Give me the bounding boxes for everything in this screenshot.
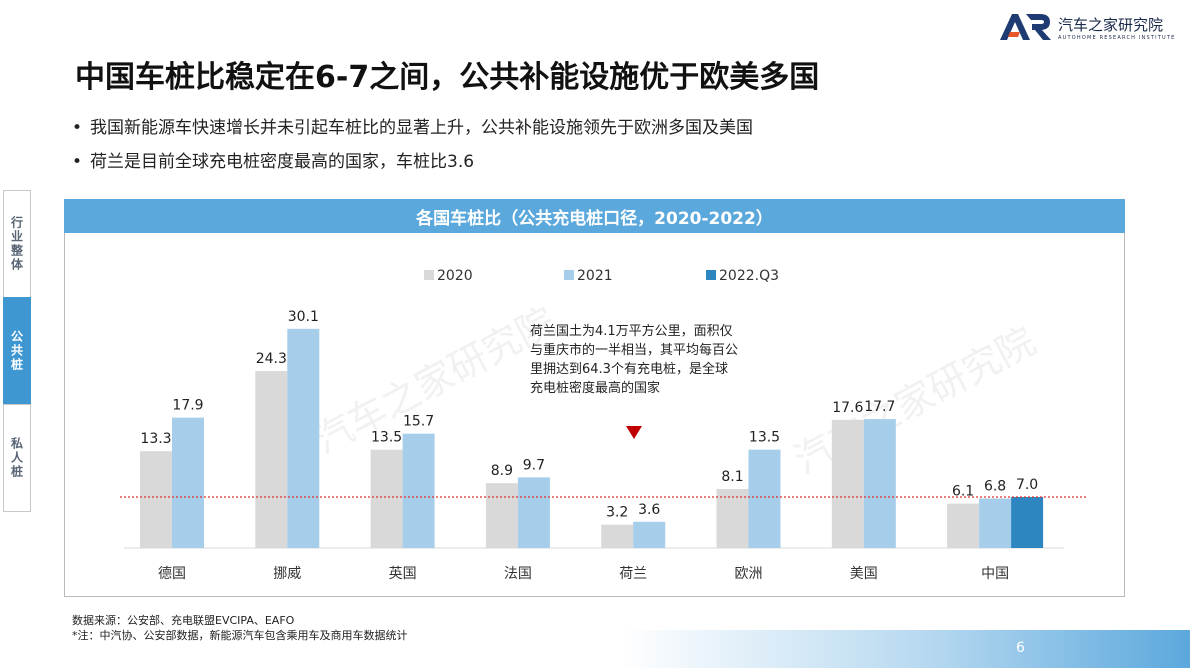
bar-2020-法国 bbox=[485, 483, 518, 548]
bar-2021-挪威 bbox=[287, 328, 320, 548]
side-tab-label: 公共桩 bbox=[9, 330, 24, 372]
x-tick-label: 荷兰 bbox=[619, 566, 647, 582]
chart-title: 各国车桩比（公共充电桩口径，2020-2022） bbox=[64, 199, 1125, 233]
x-tick-label: 中国 bbox=[981, 566, 1009, 582]
side-tab-label: 私人桩 bbox=[9, 437, 24, 479]
data-label: 6.1 bbox=[952, 484, 974, 500]
bar-2021-英国 bbox=[402, 433, 435, 548]
side-tab-label: 行业整体 bbox=[9, 216, 24, 272]
page-number: 6 bbox=[1016, 640, 1025, 656]
page-title: 中国车桩比稳定在6-7之间，公共补能设施优于欧美多国 bbox=[75, 60, 820, 95]
data-label: 9.7 bbox=[523, 457, 545, 473]
bullet-item: • 我国新能源车快速增长并未引起车桩比的显著上升，公共补能设施领先于欧洲多国及美国 bbox=[72, 114, 753, 148]
legend-label: 2022.Q3 bbox=[719, 268, 779, 284]
bar-2020-中国 bbox=[947, 503, 980, 548]
legend-label: 2020 bbox=[437, 268, 473, 284]
legend-swatch bbox=[706, 270, 716, 280]
data-label: 13.3 bbox=[140, 431, 171, 447]
annotation-marker-icon bbox=[626, 426, 642, 439]
data-label: 13.5 bbox=[749, 430, 780, 446]
bullet-dot: • bbox=[72, 152, 83, 172]
bar-2021-法国 bbox=[517, 477, 550, 548]
logo: 汽车之家研究院 AUTOHOME RESEARCH INSTITUTE bbox=[998, 12, 1178, 46]
x-tick-label: 法国 bbox=[504, 566, 532, 582]
bullet-item: • 荷兰是目前全球充电桩密度最高的国家，车桩比3.6 bbox=[72, 148, 753, 182]
page-bar bbox=[620, 630, 1190, 668]
logo-text-cn: 汽车之家研究院 bbox=[1058, 16, 1164, 34]
bar-2021-德国 bbox=[172, 417, 204, 548]
bullet-text: 我国新能源车快速增长并未引起车桩比的显著上升，公共补能设施领先于欧洲多国及美国 bbox=[90, 118, 753, 138]
bar-2020-美国 bbox=[831, 419, 864, 548]
data-label: 17.6 bbox=[832, 400, 863, 416]
bar-2021-欧洲 bbox=[748, 449, 781, 548]
bar-2020-欧洲 bbox=[716, 489, 749, 548]
data-label: 8.9 bbox=[491, 463, 513, 479]
legend-swatch bbox=[424, 270, 434, 280]
side-tab-industry[interactable]: 行业整体 bbox=[3, 190, 31, 297]
bar-2021-美国 bbox=[863, 419, 896, 548]
data-label: 30.1 bbox=[288, 309, 319, 325]
bullet-dot: • bbox=[72, 118, 83, 138]
footer: 数据来源：公安部、充电联盟EVCIPA、EAFO *注：中汽协、公安部数据，新能… bbox=[72, 613, 408, 643]
netherlands-annotation: 荷兰国土为4.1万平方公里，面积仅与重庆市的一半相当，其平均每百公里拥达到64.… bbox=[530, 324, 739, 396]
x-tick-label: 英国 bbox=[389, 565, 417, 582]
logo-text-en: AUTOHOME RESEARCH INSTITUTE bbox=[1058, 35, 1176, 41]
bullet-list: • 我国新能源车快速增长并未引起车桩比的显著上升，公共补能设施领先于欧洲多国及美国… bbox=[72, 114, 753, 182]
side-tab-private-pile[interactable]: 私人桩 bbox=[3, 404, 31, 512]
data-label: 3.6 bbox=[638, 502, 660, 518]
data-label: 15.7 bbox=[403, 414, 434, 430]
data-label: 17.9 bbox=[172, 398, 203, 414]
data-label: 24.3 bbox=[256, 351, 287, 367]
x-tick-label: 欧洲 bbox=[735, 566, 763, 582]
x-tick-label: 美国 bbox=[850, 566, 878, 582]
data-label: 3.2 bbox=[606, 505, 628, 521]
x-tick-label: 德国 bbox=[158, 566, 186, 582]
chart-frame bbox=[64, 233, 1125, 597]
legend-swatch bbox=[564, 270, 574, 280]
data-label: 13.5 bbox=[371, 430, 402, 446]
bar-2021-中国 bbox=[979, 498, 1012, 548]
autohome-logo-mark bbox=[1000, 14, 1051, 40]
bar-2020-荷兰 bbox=[601, 524, 634, 548]
data-label: 17.7 bbox=[864, 399, 895, 415]
footnote: *注：中汽协、公安部数据，新能源汽车包含乘用车及商用车数据统计 bbox=[72, 629, 408, 642]
data-label: 6.8 bbox=[984, 478, 1006, 494]
data-label: 7.0 bbox=[1016, 477, 1038, 493]
bar-2022.Q3-中国 bbox=[1011, 497, 1044, 548]
data-label: 8.1 bbox=[721, 469, 743, 485]
bar-2020-挪威 bbox=[255, 371, 288, 548]
side-tab-public-pile[interactable]: 公共桩 bbox=[3, 297, 31, 404]
data-source: 数据来源：公安部、充电联盟EVCIPA、EAFO bbox=[72, 614, 295, 627]
bar-2020-德国 bbox=[140, 451, 172, 548]
bar-2020-英国 bbox=[370, 449, 403, 548]
bar-2021-荷兰 bbox=[633, 521, 666, 548]
bullet-text: 荷兰是目前全球充电桩密度最高的国家，车桩比3.6 bbox=[90, 152, 475, 172]
x-tick-label: 挪威 bbox=[273, 566, 301, 582]
legend-label: 2021 bbox=[577, 268, 613, 284]
side-nav: 行业整体 公共桩 私人桩 bbox=[3, 190, 31, 512]
